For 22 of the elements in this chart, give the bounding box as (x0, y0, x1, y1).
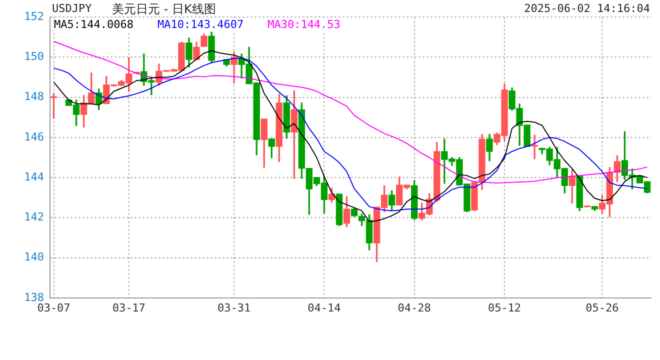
x-tick-label: 05-26 (586, 301, 619, 314)
y-tick-label: 140 (24, 250, 44, 264)
candlestick (531, 134, 538, 160)
y-tick-label: 148 (24, 90, 44, 104)
text: USDJPY (52, 2, 92, 15)
x-tick-label: 04-14 (308, 301, 342, 314)
text: MA5:144.0068 (54, 18, 134, 31)
y-tick-label: 152 (24, 10, 44, 23)
text: MA30:144.53 (268, 18, 340, 31)
x-tick-label: 03-07 (37, 301, 70, 314)
y-tick-label: 144 (24, 170, 44, 184)
chart-title: 美元日元 - 日K线图 (112, 1, 216, 18)
y-tick-label: 150 (24, 50, 44, 63)
text: 2025-06-02 14:16:04 (524, 2, 650, 15)
x-tick-label: 05-12 (488, 301, 522, 314)
text: MA10:143.4607 (157, 18, 244, 31)
x-tick-label: 03-31 (217, 301, 251, 314)
x-tick-label: 03-17 (112, 301, 146, 314)
y-tick-label: 138 (24, 290, 44, 304)
x-tick-label: 04-28 (398, 301, 431, 314)
y-tick-label: 142 (24, 210, 44, 224)
y-tick-label: 146 (24, 130, 44, 144)
